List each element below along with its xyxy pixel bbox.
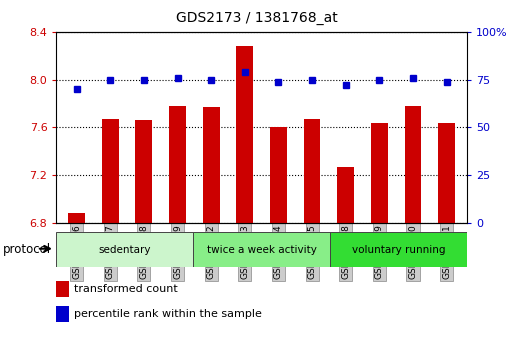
Bar: [270, 127, 287, 354]
Text: twice a week activity: twice a week activity: [207, 245, 317, 255]
Bar: [371, 122, 388, 354]
Bar: [438, 122, 455, 354]
Text: transformed count: transformed count: [74, 284, 178, 293]
Bar: [330, 232, 467, 267]
Bar: [135, 120, 152, 354]
Text: voluntary running: voluntary running: [352, 245, 445, 255]
Bar: [68, 213, 85, 354]
Bar: [56, 232, 193, 267]
Bar: [405, 106, 421, 354]
Text: GDS2173 / 1381768_at: GDS2173 / 1381768_at: [175, 11, 338, 25]
Bar: [102, 119, 119, 354]
Bar: [236, 46, 253, 354]
Bar: [338, 167, 354, 354]
Text: sedentary: sedentary: [98, 245, 151, 255]
Text: percentile rank within the sample: percentile rank within the sample: [74, 309, 262, 319]
Text: protocol: protocol: [3, 243, 51, 256]
Bar: [203, 107, 220, 354]
Bar: [304, 119, 321, 354]
Bar: [169, 106, 186, 354]
Bar: [193, 232, 330, 267]
